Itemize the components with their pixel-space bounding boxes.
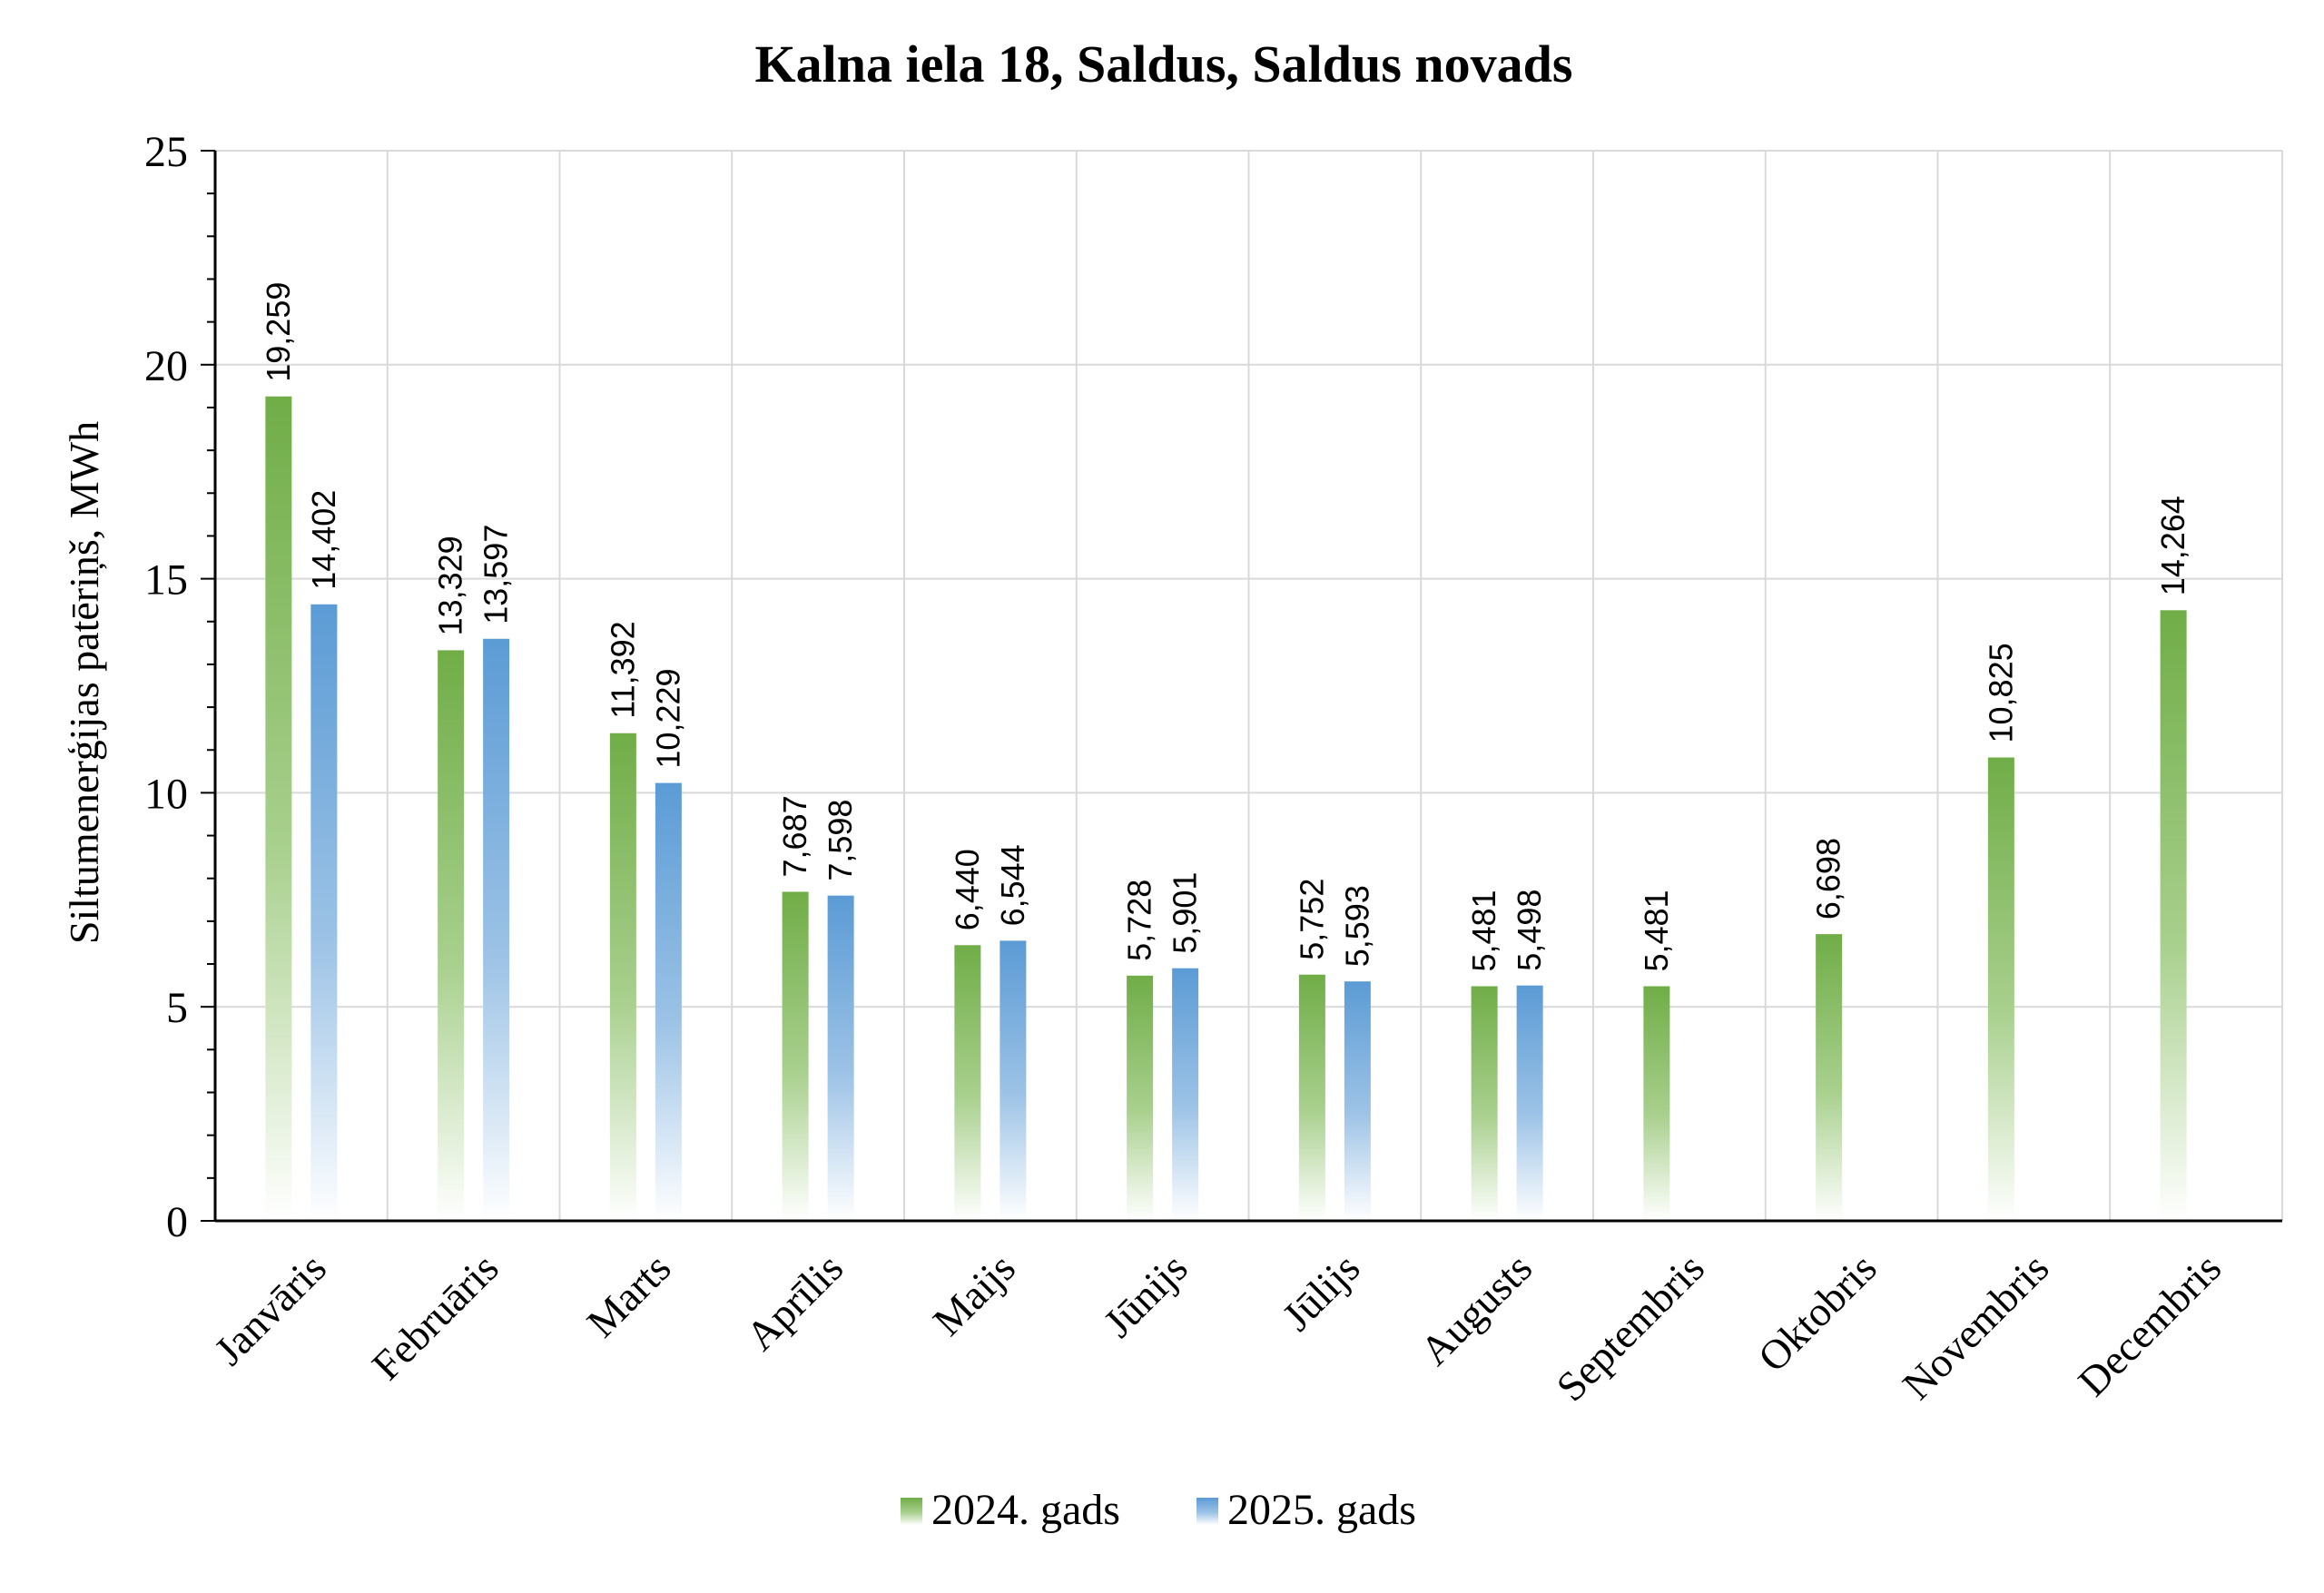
data-label: 5,498: [1511, 890, 1548, 971]
x-tick-label: Decembris: [2069, 1244, 2230, 1405]
y-tick-label: 0: [166, 1198, 188, 1246]
data-label: 13,329: [432, 536, 469, 635]
x-tick-label: Aprīlis: [737, 1244, 852, 1359]
data-label: 5,901: [1167, 872, 1204, 954]
x-tick-label: Februāris: [363, 1244, 507, 1389]
y-axis-label: Siltumenerģijas patēriņš, MWh: [61, 421, 107, 944]
x-tick-label: Jūnijs: [1095, 1244, 1196, 1346]
bar-series1-6: [1127, 975, 1154, 1221]
data-label: 7,598: [822, 800, 859, 881]
y-tick-label: 5: [166, 984, 188, 1032]
legend-swatch: [901, 1498, 922, 1525]
data-label: 13,597: [478, 525, 515, 624]
x-tick-label: Maijs: [924, 1244, 1024, 1344]
bar-series1-10: [1816, 934, 1843, 1221]
bar-series2-5: [1000, 940, 1027, 1221]
bar-series1-4: [782, 891, 809, 1221]
y-tick-label: 25: [144, 128, 188, 176]
data-label: 7,687: [776, 795, 813, 877]
bar-series1-5: [954, 945, 981, 1221]
x-tick-label: Marts: [577, 1244, 679, 1346]
data-label: 10,229: [649, 668, 686, 768]
bar-series1-12: [2160, 610, 2187, 1221]
grid-lines: [215, 150, 2283, 1221]
bar-series1-3: [609, 733, 636, 1221]
data-label: 14,264: [2154, 496, 2191, 595]
data-label: 5,752: [1293, 879, 1330, 960]
bar-series2-6: [1172, 968, 1199, 1221]
chart-title: Kalna iela 18, Saldus, Saldus novads: [755, 34, 1573, 93]
bars: [265, 396, 2187, 1221]
x-tick-label: Septembris: [1548, 1244, 1713, 1410]
data-label: 14,402: [305, 490, 342, 590]
x-tick-label: Janvāris: [205, 1244, 335, 1374]
y-tick-label: 20: [144, 342, 188, 390]
x-tick-label: Augusts: [1411, 1244, 1541, 1374]
data-label: 5,481: [1465, 890, 1502, 971]
axes: 0 5 10 15 20 25 Janvāris Februāris Marts Aprīlis M…: [144, 128, 2282, 1410]
data-label: 5,481: [1638, 890, 1675, 971]
data-label: 6,544: [994, 844, 1031, 926]
bar-series1-2: [438, 650, 465, 1221]
data-label: 6,440: [949, 849, 986, 930]
bar-series1-1: [265, 396, 292, 1221]
data-label: 5,728: [1121, 880, 1158, 961]
y-tick-label: 10: [144, 770, 188, 818]
bar-series1-8: [1471, 986, 1498, 1221]
x-tick-label: Oktobris: [1749, 1244, 1886, 1381]
data-label: 10,825: [1982, 643, 2019, 742]
bar-series2-2: [483, 638, 510, 1221]
y-tick-label: 15: [144, 556, 188, 605]
bar-series1-11: [1987, 757, 2014, 1221]
data-label: 11,392: [604, 621, 641, 718]
data-label: 6,698: [1810, 838, 1847, 919]
legend-label: 2024. gads: [931, 1486, 1120, 1534]
x-tick-label: Jūlijs: [1274, 1244, 1369, 1340]
bar-series2-4: [827, 895, 854, 1221]
bar-series2-7: [1344, 981, 1371, 1221]
bar-series1-7: [1298, 974, 1325, 1221]
legend: 2024. gads 2025. gads: [901, 1486, 1416, 1534]
bar-series2-1: [310, 604, 338, 1221]
data-label: 19,259: [260, 282, 297, 382]
legend-swatch: [1196, 1498, 1218, 1525]
legend-label: 2025. gads: [1227, 1486, 1416, 1534]
data-label: 5,593: [1338, 885, 1375, 967]
bar-series2-3: [655, 782, 682, 1221]
x-tick-label: Novembris: [1894, 1244, 2058, 1409]
bar-series2-8: [1516, 985, 1543, 1221]
bar-series1-9: [1643, 986, 1670, 1221]
